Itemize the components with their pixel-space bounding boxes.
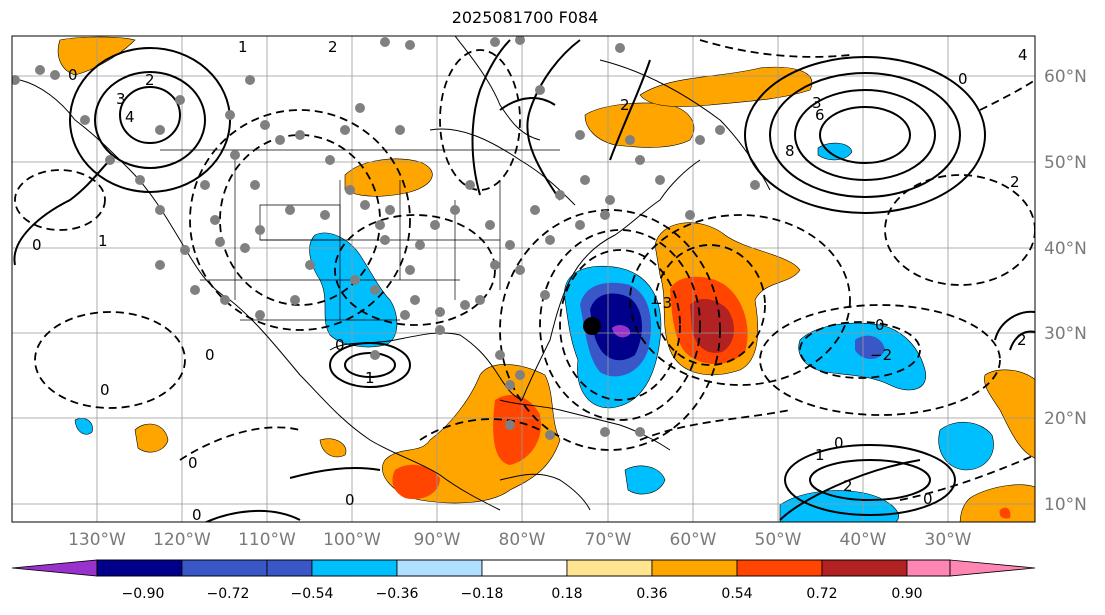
contour-label: 6 xyxy=(815,106,825,124)
colorbar-tick: 0.72 xyxy=(806,586,837,602)
lat-label: 60°N xyxy=(1044,67,1087,87)
contour-label: 2 xyxy=(1010,173,1020,191)
contour-label: 0 xyxy=(923,490,933,508)
colorbar-tick: −0.18 xyxy=(461,586,504,602)
solid-contours xyxy=(13,39,1035,522)
contour-label: 0 xyxy=(188,454,198,472)
contour-label: 0 xyxy=(834,434,844,452)
lat-label: 50°N xyxy=(1044,153,1087,173)
colorbar xyxy=(11,559,1036,577)
lon-label: 100°W xyxy=(323,530,381,550)
colorbar-segment xyxy=(481,559,568,577)
colorbar-tick: −0.54 xyxy=(291,586,334,602)
contour-label: 2 xyxy=(145,71,155,89)
colorbar-segment xyxy=(396,559,483,577)
contour-label: 2 xyxy=(328,38,338,56)
lon-label: 40°W xyxy=(840,530,887,550)
contour-label: 8 xyxy=(785,142,795,160)
colorbar-tick: 0.54 xyxy=(721,586,752,602)
colorbar-segment xyxy=(311,559,398,577)
lat-label: 10°N xyxy=(1044,495,1087,515)
lat-label: 40°N xyxy=(1044,239,1087,259)
contour-label: 0 xyxy=(205,346,215,364)
colorbar-tick: 0.90 xyxy=(891,586,922,602)
borders xyxy=(160,149,560,321)
contour-label: −3 xyxy=(650,294,672,312)
contour-labels: 0 2 3 4 1 0 1 2 6 3 8 0 0 −2 2 0 1 2 0 0… xyxy=(32,38,1028,524)
colorbar-ticks: −0.90 −0.72 −0.54 −0.36 −0.18 0.18 0.36 … xyxy=(122,586,923,602)
colorbar-segment xyxy=(906,559,951,577)
lon-label: 80°W xyxy=(499,530,546,550)
lon-label: 90°W xyxy=(414,530,461,550)
contour-label: 1 xyxy=(238,38,248,56)
colorbar-segment xyxy=(949,559,1036,577)
colorbar-tick: 0.36 xyxy=(636,586,667,602)
contour-label: 4 xyxy=(125,108,135,126)
contour-label: 1 xyxy=(815,446,825,464)
lon-label: 30°W xyxy=(925,530,972,550)
contour-label: 2 xyxy=(1017,331,1027,349)
lat-label: 30°N xyxy=(1044,324,1087,344)
contour-label: 2 xyxy=(843,477,853,495)
contour-label: 1 xyxy=(98,232,108,250)
lon-label: 60°W xyxy=(670,530,717,550)
contour-label: 0 xyxy=(335,336,345,354)
map-body: 0 2 3 4 1 0 1 2 6 3 8 0 0 −2 2 0 1 2 0 0… xyxy=(12,36,1035,524)
contour-label: 2 xyxy=(620,96,630,114)
colorbar-segment xyxy=(266,559,313,577)
lon-labels: 130°W 120°W 110°W 100°W 90°W 80°W 70°W 6… xyxy=(68,530,972,550)
lon-label: 120°W xyxy=(153,530,211,550)
contour-label: 3 xyxy=(812,94,822,112)
storm-center-marker xyxy=(583,317,601,335)
colorbar-tick: −0.90 xyxy=(122,586,165,602)
lon-label: 130°W xyxy=(68,530,126,550)
map-frame xyxy=(11,35,1036,523)
colorbar-tick: 0.18 xyxy=(551,586,582,602)
contour-label: 0 xyxy=(68,66,78,84)
contour-label: 0 xyxy=(345,491,355,509)
station-dots xyxy=(12,36,760,440)
contour-label: 0 xyxy=(100,381,110,399)
lat-label: 20°N xyxy=(1044,409,1087,429)
map-title: 2025081700 F084 xyxy=(451,8,599,27)
colorbar-segment xyxy=(736,559,823,577)
colorbar-tick: −0.36 xyxy=(376,586,419,602)
shaded-fields xyxy=(57,36,1035,522)
contour-label: 1 xyxy=(365,369,375,387)
colorbar-segment xyxy=(821,559,908,577)
contour-label: 0 xyxy=(32,236,42,254)
contour-label: 3 xyxy=(116,90,126,108)
contour-label: 0 xyxy=(875,316,885,334)
colorbar-segment xyxy=(651,559,738,577)
lat-labels: 60°N 50°N 40°N 30°N 20°N 10°N xyxy=(1044,67,1087,515)
colorbar-tick: −0.72 xyxy=(207,586,250,602)
lon-label: 50°W xyxy=(755,530,802,550)
contour-label: 0 xyxy=(958,70,968,88)
contour-label: −2 xyxy=(870,346,892,364)
colorbar-segment xyxy=(11,559,98,577)
lon-label: 70°W xyxy=(585,530,632,550)
colorbar-segment xyxy=(566,559,653,577)
contour-label: 0 xyxy=(192,506,202,524)
lon-label: 110°W xyxy=(238,530,296,550)
contour-label: 4 xyxy=(1018,46,1028,64)
colorbar-segment xyxy=(181,559,268,577)
graticule xyxy=(12,36,1035,522)
colorbar-segment xyxy=(96,559,183,577)
